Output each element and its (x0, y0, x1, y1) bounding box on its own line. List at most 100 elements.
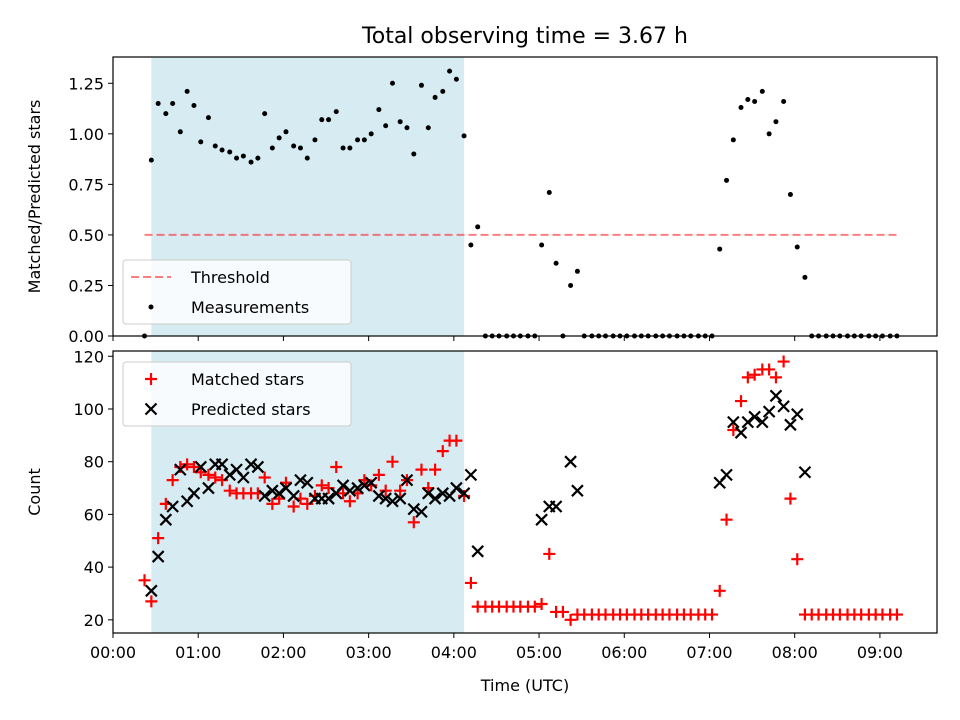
predicted-star-point (166, 500, 179, 513)
predicted-star-point (727, 415, 740, 429)
matched-star-point (706, 608, 719, 621)
matched-star-point (464, 576, 477, 589)
predicted-star-point (535, 513, 548, 526)
predicted-star-point (756, 415, 769, 429)
matched-star-point (202, 468, 215, 481)
predicted-star-point (415, 505, 428, 519)
measurement-point (404, 125, 410, 131)
predicted-star-point (151, 550, 165, 563)
measurement-point (453, 76, 459, 82)
measurement-point (376, 107, 382, 113)
matched-star-point (181, 458, 194, 471)
measurement-point (724, 177, 730, 183)
measurement-point (468, 242, 474, 248)
y-tick-label: 0.25 (68, 276, 104, 295)
matched-star-point (713, 584, 726, 597)
y-tick-label: 1.00 (68, 125, 104, 144)
matched-star-point (720, 513, 733, 526)
count-panel: 20 40 60 80 100 120 00:00 01:00 02:00 03:00 04:00 0… (25, 347, 938, 695)
legend-measurement-swatch (148, 304, 154, 310)
predicted-star-point (471, 545, 484, 558)
matched-star-point (890, 608, 903, 621)
predicted-star-point (301, 476, 314, 490)
measurement-point (539, 242, 545, 248)
legend-predicted-swatch (144, 402, 158, 416)
measurement-point (759, 88, 765, 94)
x-tick-label: 08:00 (772, 643, 818, 662)
predicted-star-point (549, 500, 563, 513)
predicted-star-point (748, 410, 761, 424)
predicted-star-point (159, 513, 173, 526)
matched-star-point (315, 479, 328, 492)
legend: Matched stars Predicted stars (122, 361, 352, 427)
matched-star-point (791, 553, 804, 566)
matched-star-point (322, 482, 335, 495)
measurement-point (752, 98, 758, 104)
measurement-point (184, 88, 190, 94)
measurement-point (227, 149, 233, 155)
measurement-point (361, 137, 367, 143)
measurement-point (177, 129, 183, 135)
matched-star-point (535, 598, 548, 611)
predicted-star-point (784, 418, 797, 432)
legend-matched-swatch (145, 373, 157, 385)
predicted-star-point (777, 400, 790, 413)
predicted-star-point (364, 476, 378, 490)
measurement-point (794, 244, 800, 250)
matched-star-point (187, 460, 200, 473)
measurement-point (787, 191, 793, 197)
measurement-point (411, 151, 417, 157)
matched-star-point (330, 460, 343, 473)
matched-star-point (763, 363, 776, 376)
measurement-point (297, 145, 303, 151)
legend-box (122, 259, 352, 325)
legend: Threshold Measurements (122, 259, 352, 325)
matched-star-point (152, 532, 165, 545)
y-tick-label: 20 (84, 611, 104, 630)
matched-star-point (436, 445, 449, 458)
matched-star-point (287, 500, 300, 513)
measurement-point (248, 159, 254, 165)
measurement-point (262, 111, 268, 117)
legend-box (122, 361, 352, 427)
measurement-point (255, 155, 261, 161)
measurement-point (425, 125, 431, 131)
x-tick-label: 06:00 (601, 643, 647, 662)
matched-star-point (735, 395, 748, 408)
measurement-point (568, 282, 574, 288)
matched-star-point (379, 484, 392, 497)
y-tick-label: 100 (73, 400, 104, 419)
measurement-point (717, 246, 723, 252)
predicted-star-point (720, 468, 733, 482)
measurement-point (205, 115, 211, 121)
measurement-point (240, 153, 246, 159)
predicted-star-point (287, 489, 300, 503)
matched-star-point (386, 455, 399, 468)
predicted-star-point (400, 473, 414, 487)
matched-star-point (528, 600, 541, 613)
measurement-point (432, 94, 438, 100)
predicted-star-point (351, 481, 364, 495)
measurement-point (475, 224, 481, 230)
predicted-star-point (790, 407, 804, 421)
predicted-star-point (436, 487, 450, 500)
predicted-star-point (145, 584, 158, 598)
matched-star-point (748, 368, 761, 381)
measurement-point (355, 137, 361, 143)
matched-star-point (543, 547, 556, 560)
x-tick-label: 04:00 (431, 643, 477, 662)
matched-star-point (166, 474, 179, 487)
ratio-panel: 0.00 0.25 0.50 0.75 1.00 1.25 Matched/Predicte… (25, 56, 938, 346)
predicted-star-point (202, 481, 215, 495)
predicted-star-point (174, 463, 187, 476)
predicted-star-point (450, 481, 463, 495)
predicted-star-point (258, 489, 271, 503)
predicted-star-point (407, 502, 421, 516)
predicted-star-point (187, 487, 201, 500)
predicted-star-point (215, 458, 229, 471)
legend-label: Predicted stars (191, 400, 311, 419)
measurement-point (781, 98, 787, 104)
predicted-star-point (798, 465, 812, 479)
predicted-star-point (428, 492, 442, 505)
matched-star-point (138, 574, 151, 587)
